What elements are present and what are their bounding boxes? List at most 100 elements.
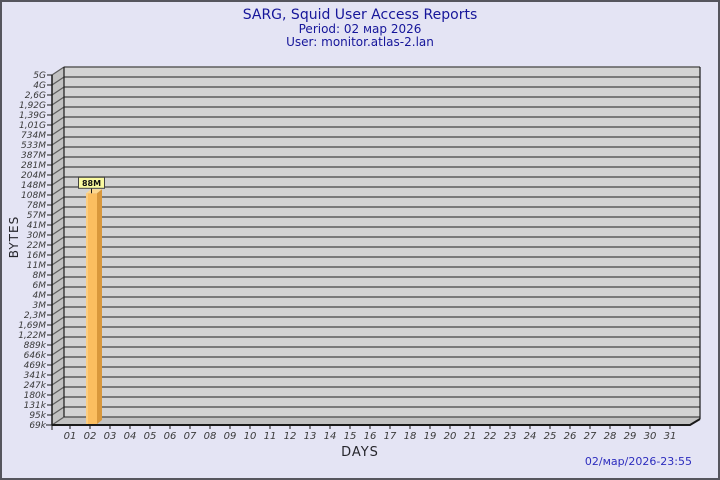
wall-gridline xyxy=(51,326,65,336)
wall-gridline xyxy=(51,286,65,296)
y-tick-label: 204M xyxy=(21,171,46,181)
y-tick-label: 3M xyxy=(33,301,47,311)
wall-gridline xyxy=(51,166,65,176)
x-tick-label: 07 xyxy=(184,431,197,442)
y-tick-label: 1,39G xyxy=(19,111,46,121)
y-tick-label: 5G xyxy=(33,71,46,81)
y-tick-label: 4G xyxy=(33,81,46,91)
x-tick-label: 15 xyxy=(344,431,357,442)
x-tick-label: 16 xyxy=(364,431,377,442)
wall-gridline xyxy=(51,66,65,76)
x-tick-label: 10 xyxy=(244,431,257,442)
chart-user: User: monitor.atlas-2.lan xyxy=(286,35,434,49)
x-tick-label: 21 xyxy=(464,431,477,442)
plot-area xyxy=(64,67,700,417)
wall-gridline xyxy=(51,416,65,426)
y-tick-label: 469k xyxy=(24,361,47,371)
y-tick-label: 387M xyxy=(21,151,46,161)
y-tick-label: 6M xyxy=(33,281,47,291)
wall-gridline xyxy=(51,396,65,406)
x-tick-label: 08 xyxy=(204,431,217,442)
x-tick-label: 20 xyxy=(444,431,457,442)
wall-gridline xyxy=(51,136,65,146)
y-tick-label: 148M xyxy=(21,181,46,191)
wall-gridline xyxy=(51,226,65,236)
wall-gridline xyxy=(51,196,65,206)
y-tick-label: 57M xyxy=(27,211,46,221)
y-tick-label: 8M xyxy=(33,271,47,281)
wall-gridline xyxy=(51,266,65,276)
wall-gridline xyxy=(51,316,65,326)
wall-gridline xyxy=(51,106,65,116)
y-tick-label: 341k xyxy=(24,371,47,381)
x-tick-label: 09 xyxy=(224,431,237,442)
x-tick-label: 17 xyxy=(384,431,397,442)
y-tick-label: 95k xyxy=(29,411,46,421)
bar-top-face xyxy=(86,189,102,194)
chart-period: Period: 02 мар 2026 xyxy=(298,22,422,36)
x-tick-label: 29 xyxy=(624,431,637,442)
x-tick-label: 14 xyxy=(324,431,337,442)
wall-gridline xyxy=(51,86,65,96)
wall-gridline xyxy=(51,256,65,266)
x-tick-label: 05 xyxy=(144,431,157,442)
y-tick-label: 1,01G xyxy=(19,121,46,131)
x-tick-label: 24 xyxy=(524,431,537,442)
wall-gridline xyxy=(51,156,65,166)
x-tick-label: 11 xyxy=(264,431,277,442)
chart-floor xyxy=(52,417,700,425)
y-tick-label: 1,22M xyxy=(18,331,46,341)
x-tick-label: 18 xyxy=(404,431,417,442)
wall-gridline xyxy=(51,186,65,196)
wall-gridline xyxy=(51,216,65,226)
chart-left-wall xyxy=(52,67,64,425)
wall-gridline xyxy=(51,376,65,386)
value-flag-box xyxy=(78,176,105,189)
x-tick-label: 04 xyxy=(124,431,137,442)
x-axis-line xyxy=(52,418,701,426)
y-tick-label: 2,6G xyxy=(25,91,46,101)
y-tick-label: 78M xyxy=(27,201,46,211)
y-tick-label: 533M xyxy=(21,141,46,151)
wall-gridline xyxy=(51,206,65,216)
bar-side-face xyxy=(97,189,102,424)
y-tick-label: 247k xyxy=(24,381,47,391)
y-tick-label: 4M xyxy=(33,291,47,301)
y-tick-label: 734M xyxy=(21,131,46,141)
x-tick-label: 12 xyxy=(284,431,297,442)
y-tick-label: 30M xyxy=(27,231,46,241)
x-tick-label: 22 xyxy=(484,431,497,442)
wall-gridline xyxy=(51,406,65,416)
y-tick-label: 11M xyxy=(27,261,46,271)
x-tick-label: 23 xyxy=(504,431,517,442)
wall-gridline xyxy=(51,306,65,316)
x-tick-label: 03 xyxy=(104,431,117,442)
wall-gridline xyxy=(51,356,65,366)
wall-gridline xyxy=(51,336,65,346)
y-tick-label: 22M xyxy=(27,241,46,251)
y-tick-label: 16M xyxy=(27,251,46,261)
y-tick-label: 108M xyxy=(21,191,46,201)
x-tick-label: 30 xyxy=(644,431,657,442)
x-tick-label: 25 xyxy=(544,431,557,442)
wall-gridline xyxy=(51,276,65,286)
y-tick-label: 41M xyxy=(27,221,46,231)
x-tick-label: 19 xyxy=(424,431,437,442)
wall-gridline xyxy=(51,116,65,126)
x-tick-label: 27 xyxy=(584,431,597,442)
y-tick-label: 889k xyxy=(24,341,47,351)
y-tick-label: 69k xyxy=(29,421,46,431)
x-tick-label: 31 xyxy=(664,431,677,442)
chart-title: SARG, Squid User Access Reports xyxy=(242,7,478,23)
bar xyxy=(86,193,97,424)
wall-gridline xyxy=(51,366,65,376)
x-tick-label: 06 xyxy=(164,431,177,442)
generation-timestamp: 02/мар/2026-23:55 xyxy=(584,455,692,468)
y-tick-label: 1,92G xyxy=(19,101,46,111)
y-tick-label: 1,69M xyxy=(18,321,46,331)
y-axis-title: BYTES xyxy=(7,215,21,259)
wall-gridline xyxy=(51,96,65,106)
wall-gridline xyxy=(51,296,65,306)
